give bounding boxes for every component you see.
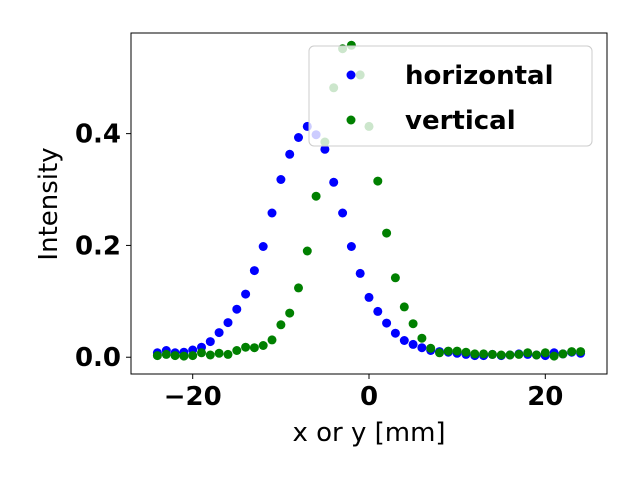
point-vertical-41 [514,349,524,359]
point-vertical-6 [205,350,215,360]
point-vertical-9 [232,346,242,355]
point-horizontal-15 [285,149,295,159]
point-vertical-28 [399,302,409,312]
point-vertical-29 [408,319,418,329]
point-vertical-14 [276,320,286,330]
point-vertical-30 [417,333,427,343]
point-horizontal-25 [373,306,383,316]
point-vertical-37 [479,349,489,359]
point-vertical-3 [179,351,189,361]
point-horizontal-14 [276,175,286,184]
point-vertical-33 [443,346,453,356]
point-horizontal-29 [408,339,418,349]
point-vertical-2 [170,351,180,361]
point-vertical-8 [223,349,233,359]
point-vertical-40 [505,350,515,360]
x-tick-label-1: 0 [360,382,378,412]
point-vertical-5 [197,348,206,358]
point-vertical-44 [540,348,550,358]
point-vertical-7 [214,348,224,358]
point-horizontal-12 [258,242,268,251]
point-horizontal-7 [214,328,224,338]
point-vertical-47 [567,347,577,357]
point-horizontal-16 [294,133,303,142]
point-vertical-39 [496,350,506,360]
point-vertical-0 [152,351,162,361]
point-vertical-45 [549,351,559,361]
axis-ticks: −20 0 20 0.0 0.2 0.4 [75,120,563,412]
point-vertical-27 [390,273,400,283]
point-vertical-1 [161,349,171,359]
point-vertical-16 [294,283,303,293]
point-vertical-25 [373,176,383,186]
point-vertical-36 [470,349,480,359]
point-horizontal-23 [355,268,365,278]
y-tick-label-2: 0.4 [75,120,121,150]
point-vertical-11 [249,343,259,353]
legend-marker-vertical [346,115,356,125]
legend-label-horizontal: horizontal [405,61,554,91]
point-vertical-26 [382,228,392,238]
point-vertical-38 [487,349,497,359]
y-tick-label-1: 0.2 [75,231,121,261]
point-horizontal-26 [382,318,392,328]
point-vertical-31 [426,343,436,353]
point-vertical-42 [523,348,533,358]
point-vertical-4 [188,351,198,361]
point-horizontal-8 [223,318,233,328]
point-vertical-35 [461,347,471,357]
x-axis-label: x or y [mm] [292,418,445,448]
x-tick-label-0: −20 [164,382,222,412]
point-horizontal-19 [320,144,330,154]
point-vertical-13 [267,335,277,345]
point-horizontal-11 [249,266,259,276]
point-vertical-48 [576,347,586,357]
y-tick-label-0: 0.0 [75,343,121,373]
point-vertical-43 [532,350,541,360]
point-vertical-17 [302,246,312,256]
point-vertical-32 [435,348,444,358]
point-vertical-10 [241,342,251,352]
y-axis-label: Intensity [34,147,64,260]
point-horizontal-10 [241,289,251,299]
point-vertical-12 [258,341,268,350]
point-vertical-15 [285,308,295,318]
point-horizontal-13 [267,208,277,218]
point-vertical-18 [311,191,321,201]
legend: horizontal vertical [308,45,593,147]
point-horizontal-9 [232,304,242,314]
legend-label-vertical: vertical [405,106,516,136]
x-tick-label-2: 20 [527,382,563,412]
point-vertical-46 [558,349,568,359]
point-horizontal-27 [390,328,400,338]
legend-box [308,45,593,147]
point-horizontal-6 [205,337,215,347]
point-horizontal-22 [346,242,356,251]
point-horizontal-28 [399,336,409,345]
point-vertical-34 [452,346,462,356]
point-horizontal-21 [338,208,348,218]
point-horizontal-24 [364,292,374,302]
point-horizontal-20 [329,177,339,187]
legend-marker-horizontal [346,70,356,80]
point-horizontal-30 [417,343,427,353]
